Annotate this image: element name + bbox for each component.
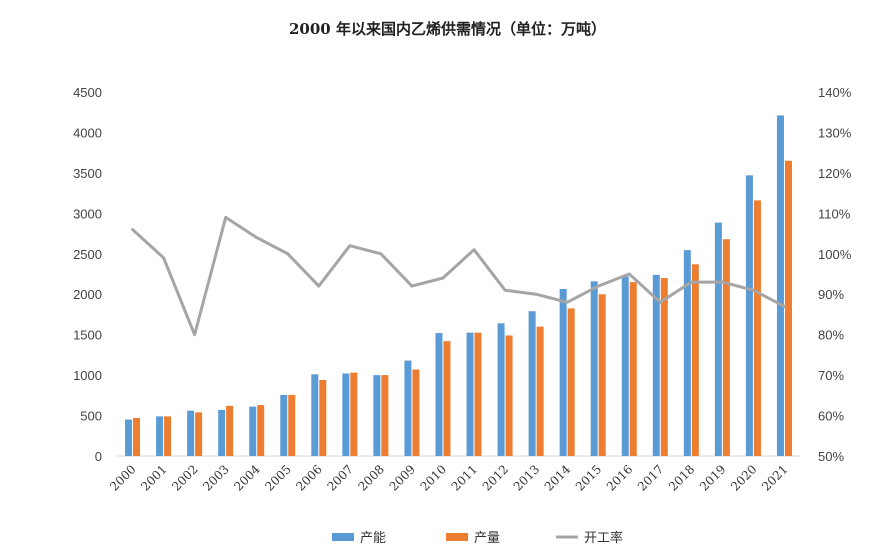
y-right-tick-label: 70% <box>818 368 844 383</box>
bar-capacity <box>497 323 505 456</box>
bar-capacity <box>280 394 288 456</box>
bar-output <box>319 379 327 456</box>
y-left-tick-label: 2500 <box>73 247 102 262</box>
bar-capacity <box>218 409 226 456</box>
x-tick-label: 2009 <box>387 462 418 493</box>
bar-output <box>660 278 668 456</box>
x-tick-label: 2004 <box>231 462 263 494</box>
x-tick-label: 2013 <box>511 462 542 493</box>
legend-swatch <box>446 533 468 541</box>
y-right-tick-label: 50% <box>818 449 844 464</box>
bar-capacity <box>745 175 753 456</box>
bar-capacity <box>776 115 784 457</box>
y-right-tick-label: 110% <box>818 206 851 221</box>
bar-capacity <box>652 274 660 456</box>
bar-capacity <box>156 416 164 456</box>
bar-capacity <box>621 276 629 456</box>
y-left-tick-label: 0 <box>95 449 102 464</box>
bar-output <box>691 264 699 456</box>
bar-capacity <box>125 419 133 456</box>
bar-output <box>412 369 420 456</box>
y-right-tick-label: 120% <box>818 166 852 181</box>
x-tick-label: 2006 <box>293 462 324 493</box>
bar-capacity <box>311 374 319 456</box>
x-tick-label: 2017 <box>635 462 666 493</box>
chart-title: 2000 年以来国内乙烯供需情况（单位：万吨） <box>289 20 606 38</box>
y-left-tick-label: 500 <box>80 409 102 424</box>
bar-capacity <box>435 333 443 456</box>
bar-output <box>722 239 730 456</box>
y-left-tick-label: 4500 <box>73 85 102 100</box>
x-tick-label: 2008 <box>356 462 387 493</box>
bar-output <box>226 405 234 456</box>
bar-capacity <box>590 281 598 456</box>
line-utilization-rate <box>131 215 786 337</box>
bar-capacity <box>373 375 381 456</box>
x-tick-label: 2016 <box>604 462 635 493</box>
bar-capacity <box>466 332 474 456</box>
y-right-tick-label: 90% <box>818 287 844 302</box>
x-tick-label: 2005 <box>262 462 293 493</box>
x-tick-label: 2021 <box>759 462 790 493</box>
bar-output <box>133 417 141 456</box>
x-tick-label: 2019 <box>697 462 728 493</box>
x-tick-label: 2001 <box>138 462 169 493</box>
bar-output <box>288 394 296 456</box>
bar-output <box>474 332 482 456</box>
y-left-tick-label: 2000 <box>73 287 102 302</box>
y-right-tick-label: 140% <box>818 85 852 100</box>
legend-label: 开工率 <box>584 530 623 546</box>
x-tick-label: 2007 <box>324 462 355 493</box>
x-tick-label: 2012 <box>480 462 511 493</box>
bar-output <box>629 282 637 456</box>
bar-output <box>505 335 513 456</box>
bar-output <box>164 416 172 456</box>
x-tick-label: 2003 <box>200 462 231 493</box>
y-right-tick-label: 100% <box>818 247 852 262</box>
legend-label: 产量 <box>474 531 500 546</box>
bar-output <box>598 294 606 456</box>
bar-capacity <box>187 410 195 456</box>
bar-output <box>350 372 358 456</box>
y-right-tick-label: 60% <box>818 409 844 424</box>
bar-output <box>567 308 575 456</box>
bar-output <box>381 375 389 456</box>
y-right-tick-label: 80% <box>818 328 844 343</box>
x-tick-label: 2010 <box>418 462 449 493</box>
legend-label: 产能 <box>360 531 386 546</box>
y-left-tick-label: 1500 <box>73 328 102 343</box>
y-right-tick-label: 130% <box>818 125 852 140</box>
bar-output <box>753 200 761 456</box>
x-tick-label: 2018 <box>666 462 697 493</box>
x-tick-label: 2000 <box>107 462 138 493</box>
x-tick-label: 2011 <box>449 462 480 493</box>
bar-capacity <box>404 360 412 456</box>
x-tick-label: 2020 <box>728 462 759 493</box>
bar-capacity <box>528 311 536 456</box>
bar-capacity <box>559 288 567 456</box>
bar-output <box>536 326 544 456</box>
bar-output <box>784 160 792 456</box>
x-tick-label: 2015 <box>573 462 604 493</box>
y-left-tick-label: 3500 <box>73 166 102 181</box>
bar-capacity <box>249 406 257 456</box>
bar-capacity <box>714 222 722 456</box>
bar-output <box>195 412 203 456</box>
x-tick-label: 2002 <box>169 462 200 493</box>
bar-output <box>443 341 451 456</box>
bar-capacity <box>342 373 350 456</box>
bar-capacity <box>683 250 691 456</box>
y-left-tick-label: 1000 <box>73 368 102 383</box>
y-left-tick-label: 3000 <box>73 206 102 221</box>
legend-swatch <box>332 533 354 541</box>
x-tick-label: 2014 <box>542 462 574 494</box>
bar-output <box>257 405 265 456</box>
y-left-tick-label: 4000 <box>73 125 102 140</box>
